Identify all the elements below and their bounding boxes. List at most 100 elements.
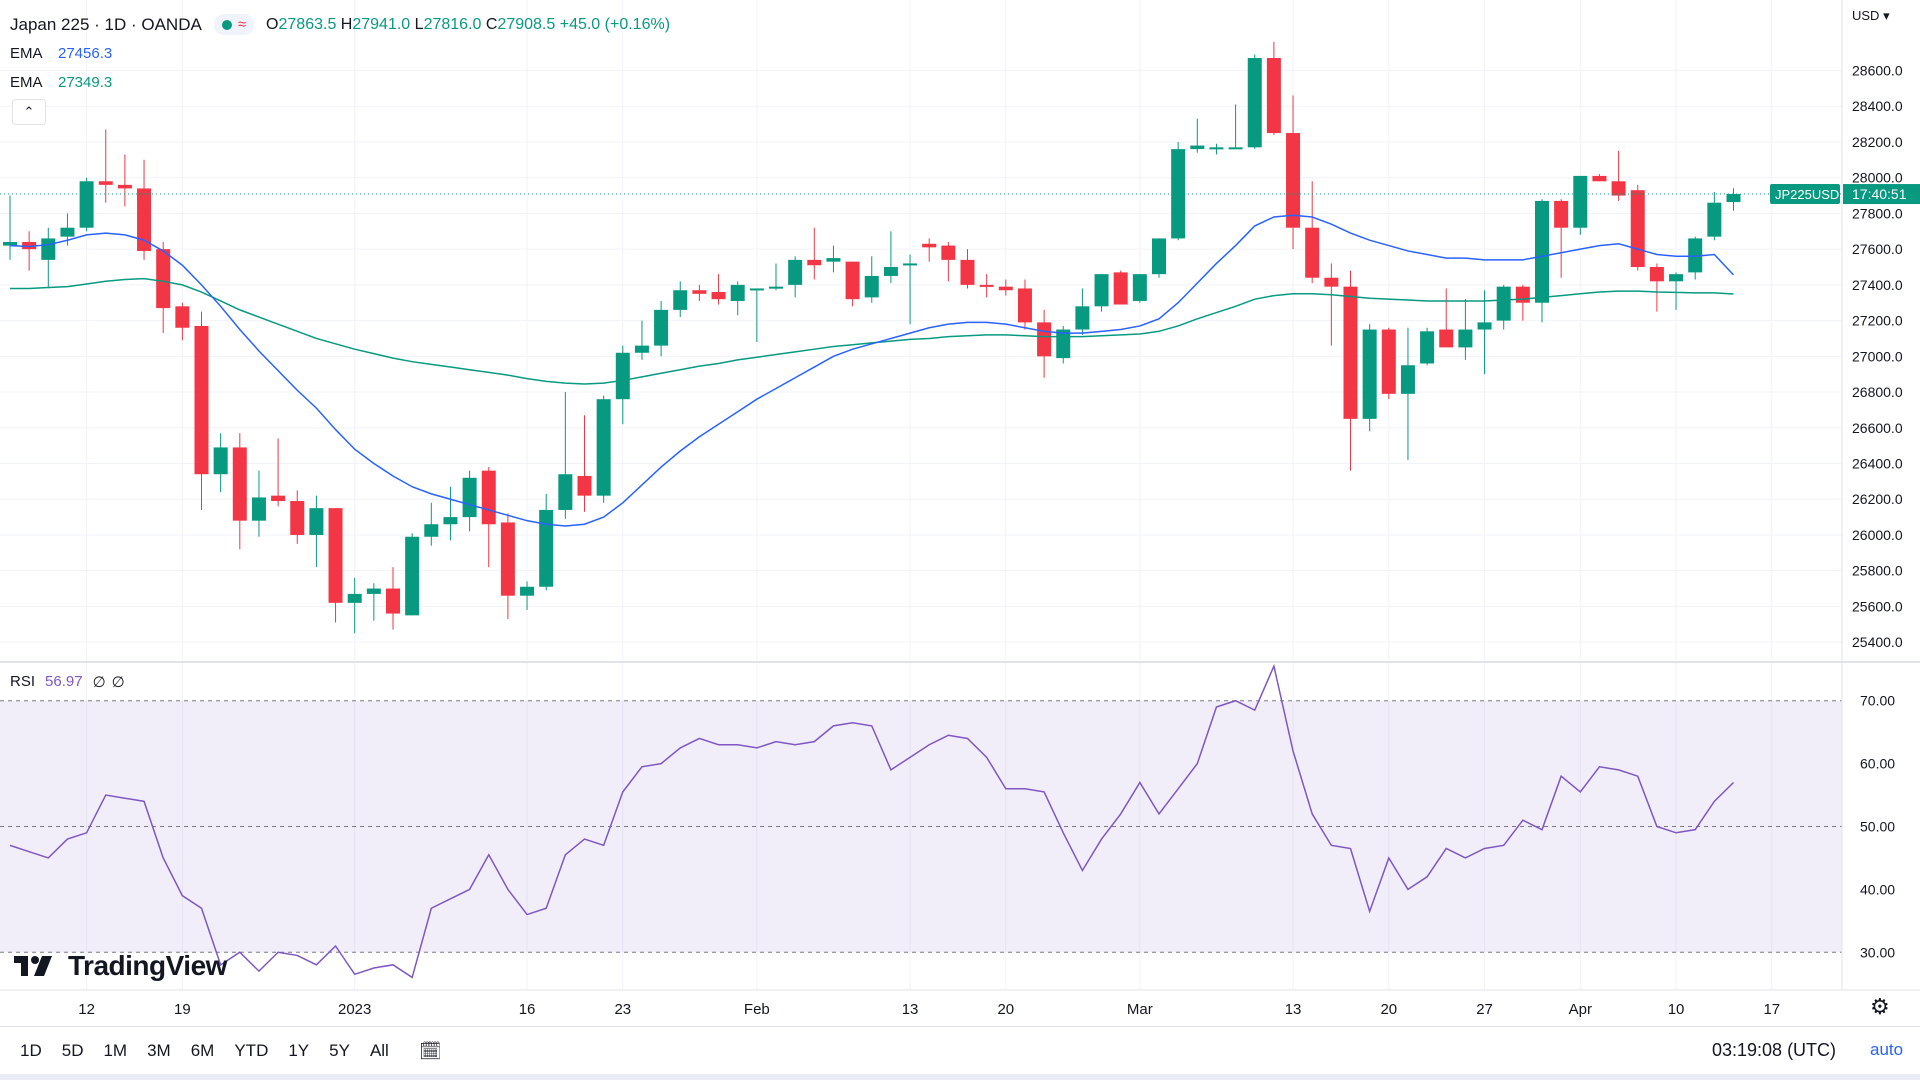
candle: [998, 279, 1013, 296]
x-tick-label: 19: [174, 1001, 191, 1018]
candle: [3, 195, 17, 260]
rsi-tick-label: 50.00: [1860, 819, 1895, 835]
candle: [596, 395, 611, 503]
candle-body: [309, 508, 324, 535]
candle-body: [1247, 58, 1262, 148]
x-tick-label: 17: [1763, 1001, 1780, 1018]
candle: [41, 227, 56, 289]
candle-body: [692, 290, 707, 294]
candle-body: [443, 517, 458, 525]
candle: [769, 263, 783, 291]
candle: [79, 177, 94, 232]
y-tick-label: 27600.0: [1852, 241, 1903, 257]
candle: [424, 502, 439, 546]
ema-fast-legend[interactable]: EMA 27456.3: [10, 45, 113, 62]
candle: [1420, 327, 1435, 366]
timeframe-all[interactable]: All: [369, 1041, 389, 1060]
y-tick-label: 28600.0: [1852, 63, 1903, 79]
bottom-toolbar: 1D 5D 1M 3M 6M YTD 1Y 5Y All 🗓: [0, 1026, 1920, 1075]
candle: [1056, 325, 1071, 364]
candle-body: [941, 245, 956, 260]
ema-slow-legend[interactable]: EMA 27349.3: [10, 74, 113, 91]
candle-body: [1420, 331, 1435, 364]
settings-gear-icon[interactable]: ⚙: [1870, 994, 1890, 1019]
candle: [1362, 324, 1377, 432]
timeframe-1y[interactable]: 1Y: [288, 1041, 310, 1060]
calendar-icon[interactable]: 🗓: [418, 1040, 442, 1061]
candle-body: [1075, 306, 1090, 330]
candle-body: [1228, 147, 1243, 150]
symbol-title[interactable]: Japan 225 · 1D · OANDA: [10, 14, 202, 34]
candle: [309, 495, 324, 568]
x-tick-label: Apr: [1569, 1001, 1592, 1018]
timeframe-5y[interactable]: 5Y: [329, 1041, 350, 1060]
symbol-legend: Japan 225 · 1D · OANDA ≈ O27863.5 H27941…: [10, 10, 670, 97]
symbol-row[interactable]: Japan 225 · 1D · OANDA ≈ O27863.5 H27941…: [10, 10, 670, 39]
candles: [3, 41, 1741, 634]
candle-body: [213, 447, 228, 475]
market-open-icon: [221, 19, 232, 30]
candle-body: [1266, 58, 1281, 134]
x-tick-label: 10: [1668, 1001, 1685, 1018]
timeframe-group: 1D 5D 1M 3M 6M YTD 1Y 5Y All: [0, 1041, 389, 1061]
candle: [232, 433, 247, 550]
currency-selector[interactable]: USD ▾: [1852, 8, 1890, 23]
candle: [1152, 238, 1166, 278]
candle-body: [883, 267, 898, 276]
chevron-down-icon: ▾: [1883, 8, 1890, 23]
candle: [711, 274, 726, 305]
candle-body: [1496, 286, 1511, 321]
collapse-legend-button[interactable]: ⌃: [12, 99, 46, 125]
candle: [156, 242, 171, 334]
candle: [1669, 272, 1684, 310]
candle-body: [137, 188, 152, 251]
candle-body: [328, 508, 343, 603]
rsi-legend[interactable]: RSI 56.97 ∅ ∅: [10, 673, 125, 691]
candle-body: [1343, 286, 1358, 419]
candle: [1209, 143, 1224, 155]
candle-body: [251, 497, 266, 521]
price-grid: [0, 0, 1842, 660]
candle-body: [1630, 190, 1645, 268]
candle-body: [615, 352, 630, 400]
rsi-tick-label: 40.00: [1860, 881, 1895, 897]
candle-body: [1573, 175, 1588, 228]
candle-body: [539, 509, 554, 587]
utc-clock[interactable]: 03:19:08 (UTC): [1712, 1040, 1837, 1060]
candle: [1190, 118, 1205, 153]
candle: [1171, 141, 1186, 241]
timeframe-1m[interactable]: 1M: [103, 1041, 128, 1060]
candle-body: [998, 286, 1013, 291]
timeframe-3m[interactable]: 3M: [147, 1041, 171, 1060]
candle-body: [788, 259, 803, 285]
timeframe-5d[interactable]: 5D: [61, 1041, 84, 1060]
candle-body: [1611, 181, 1626, 196]
auto-scale-toggle[interactable]: auto: [1870, 1040, 1904, 1059]
candle-body: [1477, 322, 1492, 330]
candle-body: [405, 536, 420, 616]
tradingview-logo[interactable]: TradingView: [14, 950, 227, 982]
candle-body: [1171, 149, 1186, 239]
candle-body: [1094, 274, 1109, 307]
candle-body: [1592, 175, 1607, 182]
candle-body: [1669, 274, 1684, 282]
candle: [1726, 188, 1741, 211]
candle-body: [1515, 286, 1530, 303]
candle: [251, 470, 266, 537]
candle: [1324, 263, 1339, 346]
timeframe-1d[interactable]: 1D: [20, 1041, 42, 1060]
candle: [481, 467, 496, 568]
bottom-strip: [0, 1074, 1920, 1080]
y-tick-label: 26800.0: [1852, 384, 1903, 400]
candle: [1573, 175, 1588, 235]
candle-body: [271, 495, 286, 502]
timeframe-6m[interactable]: 6M: [190, 1041, 215, 1060]
market-status[interactable]: ≈: [213, 14, 255, 35]
y-tick-label: 26400.0: [1852, 456, 1903, 472]
candle: [1535, 199, 1549, 323]
timeframe-ytd[interactable]: YTD: [234, 1041, 269, 1060]
candle-body: [462, 477, 477, 518]
candle-body: [673, 290, 688, 310]
candle: [807, 227, 822, 280]
